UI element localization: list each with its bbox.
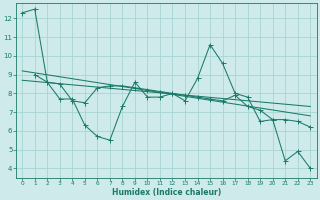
X-axis label: Humidex (Indice chaleur): Humidex (Indice chaleur) (112, 188, 221, 197)
